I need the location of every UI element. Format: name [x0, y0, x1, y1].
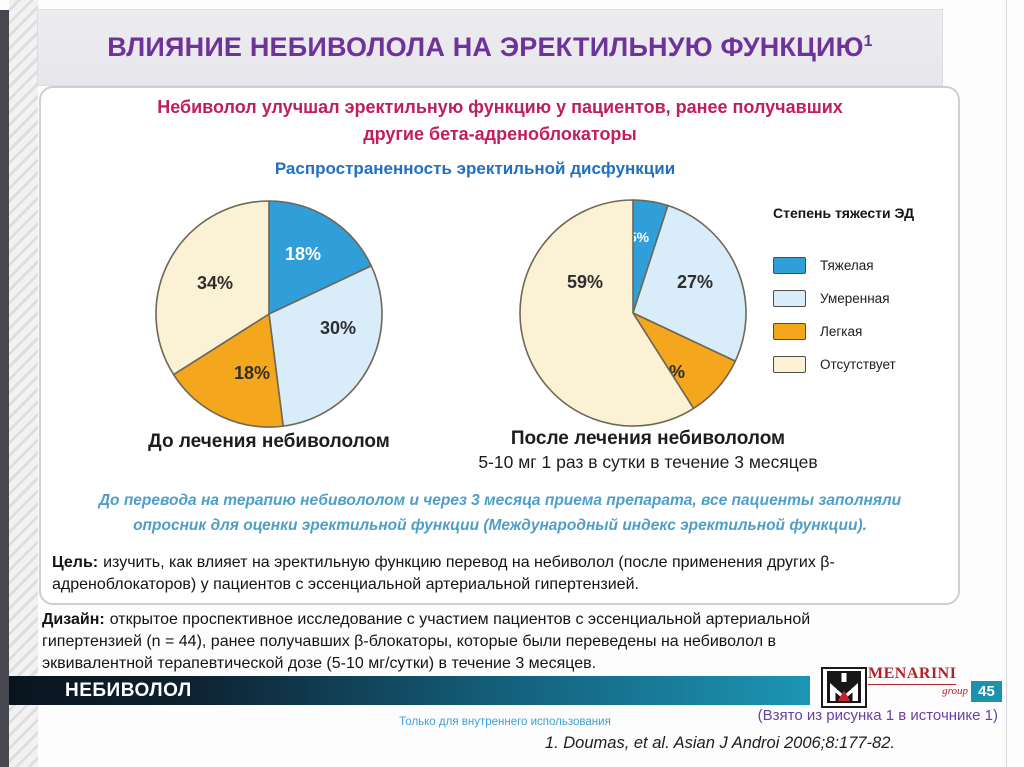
pie-chart-before-treatment: 18% 30% 18% 34%	[155, 200, 383, 428]
pie-label: 34%	[197, 273, 233, 293]
pie-label: 59%	[567, 272, 603, 292]
pie-label: 27%	[677, 272, 713, 292]
footer-bar: НЕБИВОЛОЛ	[9, 676, 810, 705]
menarini-logo-text: MENARINI group	[868, 665, 968, 697]
legend-swatch-absent	[773, 356, 806, 373]
pie-label: 18%	[234, 363, 270, 383]
menarini-name: MENARINI	[868, 665, 957, 685]
legend: Степень тяжести ЭД Тяжелая Умеренная Лег…	[773, 205, 963, 389]
pie-slice-Тяжелая	[268, 200, 373, 315]
legend-label: Умеренная	[820, 291, 890, 306]
goal-line1: изучить, как влияет на эректильную функц…	[103, 554, 835, 571]
reference-citation: 1. Doumas, et al. Asian J Androi 2006;8:…	[544, 734, 895, 752]
legend-label: Тяжелая	[820, 258, 874, 273]
legend-item-absent: Отсутствует	[773, 356, 963, 373]
figure-source-note: (Взято из рисунка 1 в источнике 1)	[757, 707, 998, 724]
menarini-logo-icon	[821, 667, 867, 708]
legend-swatch-severe	[773, 257, 806, 274]
pie-slice-Отсутствует	[155, 200, 270, 376]
design-line2: гипертензией (n = 44), ранее получавших …	[42, 633, 776, 650]
pie-label: 5%	[629, 229, 650, 245]
legend-title: Степень тяжести ЭД	[773, 205, 915, 221]
page-title: ВЛИЯНИЕ НЕБИВОЛОЛА НА ЭРЕКТИЛЬНУЮ ФУНКЦИ…	[107, 32, 873, 63]
goal-line2: адреноблокаторов) у пациентов с эссенциа…	[52, 576, 639, 593]
legend-item-severe: Тяжелая	[773, 257, 963, 274]
goal-paragraph: Цель: изучить, как влияет на эректильную …	[52, 552, 952, 596]
footer-drug-name: НЕБИВОЛОЛ	[65, 679, 192, 701]
menarini-group: group	[942, 685, 968, 697]
legend-label: Отсутствует	[820, 357, 896, 372]
slide-subtitle: Небиволол улучшал эректильную функцию у …	[90, 94, 910, 148]
pie-slice-Легкая	[172, 313, 284, 428]
pie-slice-Умеренная	[632, 204, 747, 362]
legend-item-moderate: Умеренная	[773, 290, 963, 307]
slide-subtitle-line1: Небиволол улучшал эректильную функцию у …	[157, 97, 843, 117]
caption-dosage: 5-10 мг 1 раз в сутки в течение 3 месяце…	[478, 452, 818, 472]
caption-before-treatment: До лечения небивололом	[148, 431, 390, 452]
chart-heading: Распространенность эректильной дисфункци…	[274, 159, 676, 178]
pie-chart-after-treatment: 5%27%9%59%	[519, 199, 747, 427]
method-note: До перевода на терапию небивололом и чер…	[60, 488, 940, 538]
method-note-line1: До перевода на терапию небивололом и чер…	[98, 492, 902, 509]
pie-slice-Умеренная	[268, 265, 383, 427]
design-line3: эквивалентной терапевтической дозе (5-10…	[42, 655, 597, 672]
page-title-text: ВЛИЯНИЕ НЕБИВОЛОЛА НА ЭРЕКТИЛЬНУЮ ФУНКЦИ…	[107, 32, 864, 62]
left-dark-strip	[0, 10, 9, 767]
page-title-superscript: 1	[863, 33, 873, 50]
legend-item-mild: Легкая	[773, 323, 963, 340]
caption-after-treatment: После лечения небивололом	[510, 428, 786, 449]
legend-label: Легкая	[820, 324, 863, 339]
legend-swatch-moderate	[773, 290, 806, 307]
slide-subtitle-line2: другие бета-адреноблокаторы	[363, 124, 637, 144]
title-band: ВЛИЯНИЕ НЕБИВОЛОЛА НА ЭРЕКТИЛЬНУЮ ФУНКЦИ…	[37, 9, 943, 86]
goal-label: Цель:	[52, 554, 99, 571]
internal-use-note: Только для внутреннего использования	[399, 716, 611, 728]
legend-swatch-mild	[773, 323, 806, 340]
right-edge-line	[1006, 0, 1007, 767]
design-line1: открытое проспективное исследование с уч…	[109, 611, 811, 628]
method-note-line2: опросник для оценки эректильной функции …	[133, 517, 867, 534]
pie-label: 30%	[320, 318, 356, 338]
left-gray-strip	[9, 0, 38, 767]
pie-slice-Отсутствует	[519, 199, 695, 427]
page-number-badge: 45	[971, 681, 1002, 702]
pie-label: 18%	[285, 244, 321, 264]
design-label: Дизайн:	[42, 611, 105, 628]
design-paragraph: Дизайн: открытое проспективное исследован…	[42, 609, 972, 675]
